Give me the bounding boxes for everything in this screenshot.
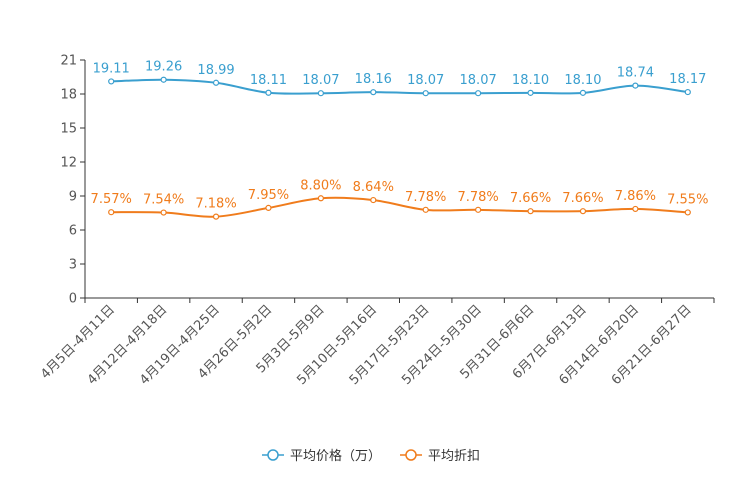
data-label: 19.11 (93, 61, 130, 76)
series-2: 7.57% 7.54% 7.18% 7.95% 8.80% 8.64% 7.78% 7.78%… (91, 178, 708, 220)
data-point[interactable] (108, 209, 115, 216)
data-point[interactable] (475, 206, 482, 213)
series-layer: 19.11 19.26 18.99 18.11 18.07 18.16 18.07 18.07… (91, 60, 708, 220)
data-label: 7.54% (143, 193, 184, 208)
data-label: 18.07 (460, 73, 497, 88)
y-tick-label: 3 (69, 258, 77, 273)
data-label: 18.10 (564, 73, 601, 88)
data-label: 7.78% (457, 190, 498, 205)
data-point[interactable] (370, 196, 377, 204)
legend-label: 平均折扣 (428, 449, 480, 464)
legend-label: 平均价格（万） (290, 448, 381, 464)
data-label: 18.11 (250, 73, 287, 88)
data-point[interactable] (475, 90, 482, 97)
y-tick-label: 15 (60, 122, 77, 137)
data-point[interactable] (422, 90, 429, 97)
series-1: 19.11 19.26 18.99 18.11 18.07 18.16 18.07 18.07… (93, 60, 706, 97)
chart-axes: 0369121518214月5日-4月11日4月12日-4月18日4月19日-4… (38, 54, 715, 388)
data-label: 18.07 (302, 73, 339, 88)
y-tick-label: 21 (60, 54, 77, 69)
data-label: 18.16 (355, 72, 392, 87)
data-label: 7.66% (510, 191, 551, 206)
data-label: 18.74 (617, 66, 654, 81)
data-label: 7.86% (615, 189, 656, 204)
legend-marker-icon (267, 449, 279, 461)
data-label: 8.64% (353, 180, 394, 195)
y-tick-label: 0 (69, 292, 77, 307)
y-tick-label: 12 (60, 156, 77, 171)
data-label: 7.66% (562, 191, 603, 206)
y-tick-label: 18 (60, 88, 77, 103)
legend[interactable]: 平均价格（万） 平均折扣 (262, 448, 480, 464)
data-label: 7.57% (91, 192, 132, 207)
data-point[interactable] (160, 209, 167, 216)
data-point[interactable] (579, 89, 587, 96)
data-point[interactable] (632, 205, 639, 213)
y-tick-label: 9 (69, 190, 77, 205)
data-point[interactable] (212, 79, 220, 86)
data-point[interactable] (265, 89, 272, 96)
y-tick-label: 6 (69, 224, 77, 239)
legend-item-2[interactable]: 平均折扣 (400, 449, 480, 464)
series-line (111, 78, 688, 95)
data-point[interactable] (632, 82, 639, 89)
data-point[interactable] (422, 206, 429, 213)
data-label: 19.26 (145, 60, 182, 75)
data-point[interactable] (265, 204, 272, 211)
series-line (111, 196, 688, 218)
data-point[interactable] (317, 90, 324, 97)
data-label: 7.78% (405, 190, 446, 205)
data-label: 7.18% (195, 197, 236, 212)
data-point[interactable] (108, 78, 115, 85)
data-label: 18.99 (197, 63, 234, 78)
data-label: 18.10 (512, 73, 549, 88)
data-point[interactable] (684, 209, 691, 216)
data-point[interactable] (317, 195, 324, 202)
data-label: 18.07 (407, 73, 444, 88)
data-point[interactable] (212, 213, 220, 220)
data-label: 7.95% (248, 188, 289, 203)
data-label: 7.55% (667, 192, 708, 207)
data-point[interactable] (370, 89, 377, 96)
data-point[interactable] (160, 76, 167, 83)
legend-marker-icon (405, 449, 417, 461)
legend-item-1[interactable]: 平均价格（万） (262, 448, 381, 464)
data-point[interactable] (579, 208, 587, 215)
data-label: 8.80% (300, 178, 341, 193)
data-label: 18.17 (669, 72, 706, 87)
data-point[interactable] (527, 208, 534, 215)
data-point[interactable] (684, 88, 691, 96)
data-point[interactable] (527, 89, 534, 96)
